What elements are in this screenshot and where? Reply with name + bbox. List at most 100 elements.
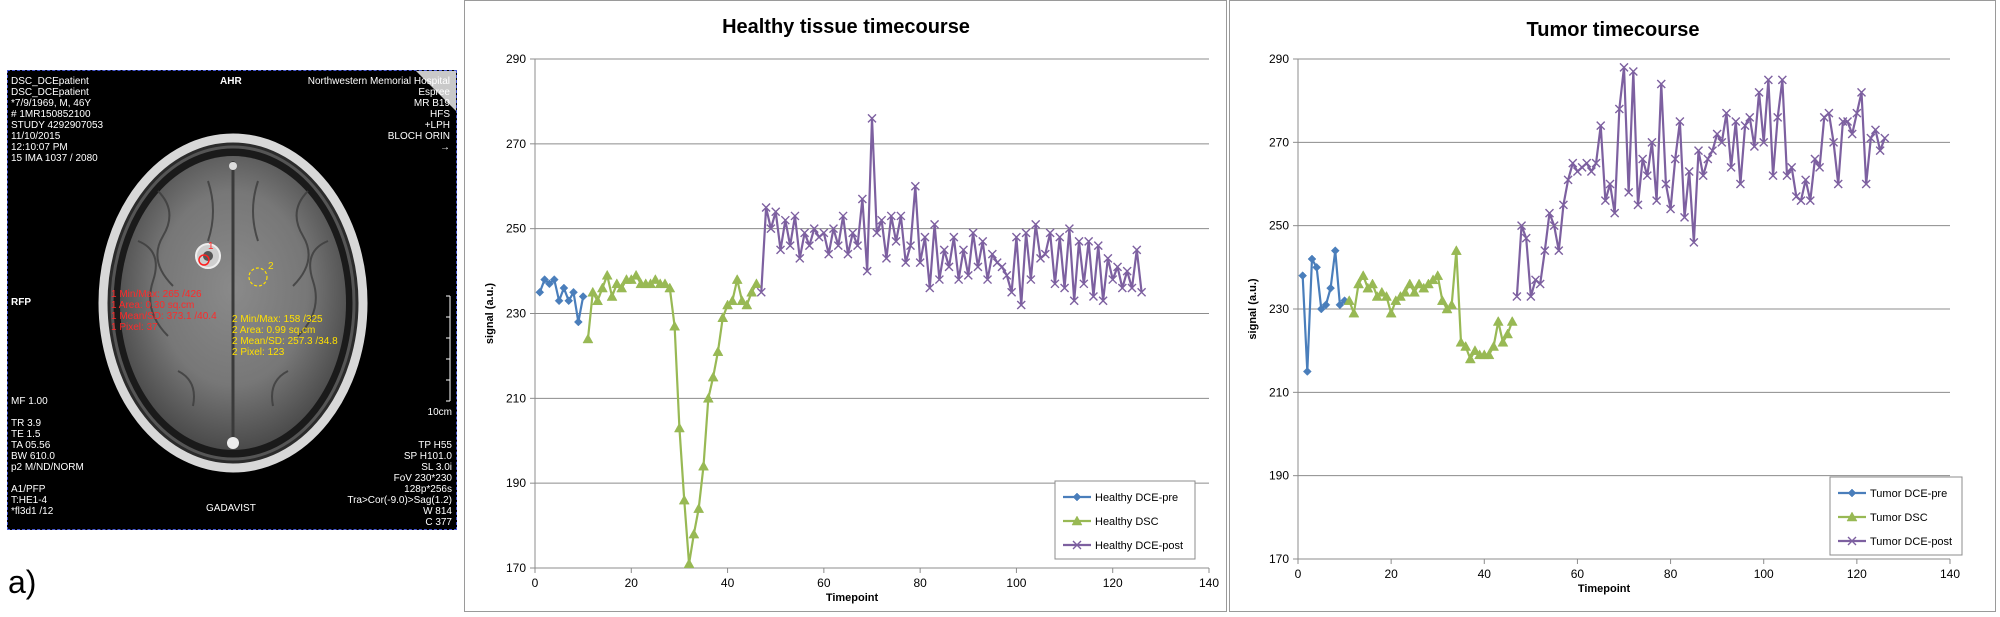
data-point xyxy=(545,279,554,289)
data-point xyxy=(1088,292,1098,302)
y-tick-label: 250 xyxy=(506,222,526,236)
x-tick-label: 0 xyxy=(1295,567,1302,581)
mri-info-line: Northwestern Memorial Hospital xyxy=(307,76,450,87)
data-point xyxy=(1316,304,1326,314)
panel-label-a: a) xyxy=(8,564,37,600)
data-point xyxy=(1055,232,1065,242)
data-point xyxy=(819,228,829,238)
roi-2-label: 2 xyxy=(268,261,274,272)
data-point xyxy=(1381,290,1392,301)
data-point xyxy=(1712,129,1722,139)
y-tick-label: 170 xyxy=(1269,552,1289,566)
data-point xyxy=(1805,196,1815,206)
data-point xyxy=(726,295,738,306)
data-point xyxy=(1103,253,1113,263)
data-point xyxy=(1610,208,1620,218)
data-point xyxy=(1861,179,1871,189)
data-point xyxy=(1343,295,1355,305)
data-point xyxy=(1108,275,1118,285)
data-point xyxy=(564,296,574,306)
data-point xyxy=(963,270,973,280)
mri-info-line: TA 05.56 xyxy=(11,440,51,451)
x-tick-label: 120 xyxy=(1847,567,1867,581)
roi-stat-line: 1 Mean/SD: 373.1 /40.4 xyxy=(111,311,217,322)
data-point xyxy=(1549,221,1559,231)
x-axis-label: Timepoint xyxy=(826,592,879,604)
data-point xyxy=(1870,125,1880,135)
data-point xyxy=(549,275,559,284)
data-point xyxy=(973,262,983,272)
data-point xyxy=(1409,286,1420,297)
x-tick-label: 80 xyxy=(913,576,927,590)
y-tick-label: 230 xyxy=(1269,302,1289,316)
tumor-chart-panel: Tumor timecourse 170 190 210 230 250 270 290 0 20… xyxy=(1229,0,1996,612)
data-point xyxy=(1399,286,1411,297)
data-point xyxy=(857,194,867,204)
mri-info-line: A1/PFP xyxy=(11,484,46,495)
x-tick-label: 80 xyxy=(1664,567,1678,581)
data-point xyxy=(674,422,685,433)
mri-info-line xyxy=(11,407,84,418)
data-point xyxy=(1113,262,1123,272)
data-point xyxy=(939,245,949,255)
data-point xyxy=(1132,245,1142,255)
data-point xyxy=(1348,307,1360,318)
data-point xyxy=(717,312,729,322)
y-tick-label: 270 xyxy=(1269,135,1289,149)
data-point xyxy=(1558,200,1568,210)
data-point xyxy=(1326,283,1335,293)
data-point xyxy=(540,275,549,284)
data-point xyxy=(896,211,906,221)
data-point xyxy=(848,228,858,238)
mri-info-line: SP H101.0 xyxy=(403,451,452,462)
data-point xyxy=(1385,307,1397,318)
data-point xyxy=(1069,296,1079,306)
data-point xyxy=(578,292,588,301)
data-point xyxy=(1064,224,1074,234)
series-1 xyxy=(582,269,762,569)
legend-marker xyxy=(1071,515,1083,526)
data-point xyxy=(1353,278,1364,289)
data-point xyxy=(1060,283,1070,293)
data-point xyxy=(606,291,618,301)
data-point xyxy=(756,287,766,297)
series-2 xyxy=(756,113,1147,310)
data-point xyxy=(1614,104,1624,114)
y-tick-label: 290 xyxy=(506,52,526,66)
data-point xyxy=(659,278,671,289)
data-point xyxy=(1815,162,1825,172)
data-point xyxy=(573,317,583,327)
data-point xyxy=(1759,137,1769,147)
data-point xyxy=(1875,146,1885,156)
brain-mri-image xyxy=(98,71,456,473)
y-axis-label: signal (a.u.) xyxy=(1247,278,1259,339)
data-point xyxy=(1492,315,1504,326)
data-point xyxy=(1488,340,1500,351)
y-tick-label: 230 xyxy=(506,307,526,321)
mri-info-line: MR B19 xyxy=(413,98,450,109)
healthy-timecourse-chart: Healthy tissue timecourse 170 190 210 230 250… xyxy=(484,16,1219,604)
mri-hospital-info: Northwestern Memorial Hospital Espree MR… xyxy=(308,76,450,153)
data-point xyxy=(707,371,719,382)
data-point xyxy=(843,249,853,259)
data-point xyxy=(1852,108,1862,118)
data-point xyxy=(736,295,748,306)
data-point xyxy=(596,282,608,293)
data-point xyxy=(867,113,877,123)
x-axis-label: Timepoint xyxy=(1578,583,1631,595)
data-point xyxy=(1591,158,1601,168)
data-point xyxy=(1031,219,1041,229)
y-tick-label: 270 xyxy=(506,137,526,151)
roi-stat-line: 2 Mean/SD: 257.3 /34.8 xyxy=(232,336,338,347)
data-point xyxy=(776,245,786,255)
data-point xyxy=(1707,146,1717,156)
roi-1-label: 1 xyxy=(208,241,214,252)
mri-acquisition-params: MF 1.00 TR 3.9 TE 1.5 TA 05.56 BW 610.0 … xyxy=(11,396,84,517)
data-point xyxy=(1079,279,1089,289)
mri-info-line: p2 M/ND/NORM xyxy=(11,462,84,473)
healthy-chart-panel: Healthy tissue timecourse 170 190 210 230 250… xyxy=(464,0,1227,612)
tumor-timecourse-chart: Tumor timecourse 170 190 210 230 250 270 290 0 20… xyxy=(1247,19,1963,595)
data-point xyxy=(987,249,997,259)
series-0 xyxy=(1298,246,1349,376)
data-point xyxy=(1512,292,1522,301)
